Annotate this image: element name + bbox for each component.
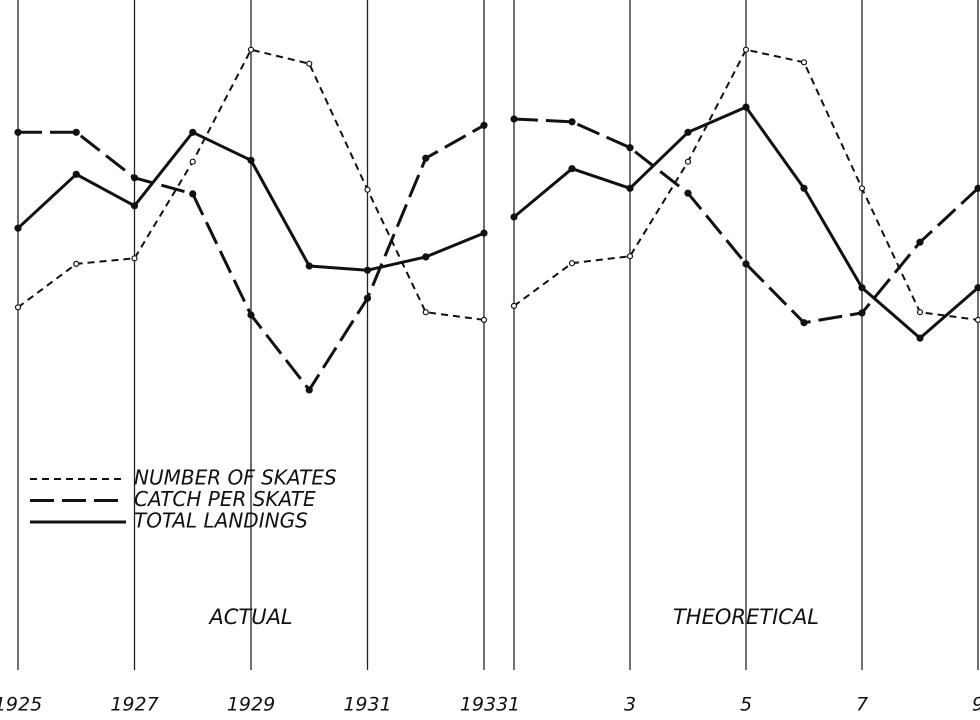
annotation: THEORETICAL — [673, 605, 819, 629]
legend-label: CATCH PER SKATE — [134, 487, 316, 511]
x-tick-label: 1933 — [460, 694, 508, 716]
data-point — [189, 128, 197, 136]
data-point — [189, 190, 197, 198]
data-point — [422, 154, 430, 162]
data-point — [858, 309, 866, 317]
x-tick-label: 1925 — [0, 694, 42, 716]
x-tick-label: 1931 — [343, 694, 391, 716]
data-point — [916, 309, 924, 316]
x-tick-label: 7 — [856, 694, 868, 716]
data-point — [800, 184, 808, 192]
data-point — [568, 165, 576, 173]
data-point — [684, 189, 692, 197]
data-point — [510, 213, 518, 221]
x-tick-label: 1 — [508, 694, 520, 716]
data-point — [684, 158, 692, 165]
data-point — [974, 184, 980, 192]
data-point — [73, 260, 80, 267]
data-point — [974, 316, 980, 323]
data-point — [422, 309, 429, 316]
data-point — [742, 103, 750, 111]
data-point — [480, 316, 488, 323]
data-point — [14, 128, 22, 136]
data-point — [364, 186, 371, 193]
data-point — [858, 284, 866, 292]
data-point — [14, 304, 22, 311]
x-tick-label: 1927 — [110, 694, 158, 716]
data-point — [247, 156, 255, 164]
data-point — [306, 60, 313, 67]
data-point — [626, 184, 634, 192]
data-point — [363, 294, 372, 302]
data-point — [800, 319, 808, 327]
data-point — [72, 170, 80, 178]
data-point — [626, 144, 634, 152]
data-point — [742, 260, 750, 268]
data-point — [130, 174, 139, 182]
x-tick-label: 3 — [624, 694, 636, 716]
data-point — [422, 253, 430, 261]
data-point — [363, 266, 372, 274]
data-point — [742, 46, 750, 53]
data-point — [305, 386, 313, 394]
x-tick-label: 5 — [740, 694, 752, 716]
x-tick-label: 1929 — [227, 694, 275, 716]
data-point — [72, 128, 80, 136]
series-line — [513, 117, 980, 325]
annotation: ACTUAL — [207, 605, 292, 629]
data-point — [247, 46, 255, 53]
data-point — [130, 202, 139, 210]
data-point — [916, 334, 924, 342]
data-point — [480, 121, 488, 129]
data-point — [858, 185, 866, 192]
data-point — [510, 115, 518, 123]
data-point — [800, 59, 808, 66]
data-point — [189, 158, 196, 165]
x-tick-label: 9 — [972, 694, 980, 716]
legend-label: NUMBER OF SKATES — [134, 466, 337, 490]
data-point — [305, 262, 313, 270]
data-point — [626, 253, 634, 260]
legend-label: TOTAL LANDINGS — [134, 509, 308, 533]
data-point — [568, 260, 576, 267]
data-point — [568, 118, 576, 126]
data-point — [916, 238, 924, 246]
data-point — [480, 229, 488, 237]
data-point — [974, 284, 980, 292]
data-point — [247, 311, 255, 319]
data-point — [131, 255, 138, 262]
data-point — [14, 224, 22, 232]
data-point — [684, 128, 692, 136]
data-point — [510, 302, 518, 309]
